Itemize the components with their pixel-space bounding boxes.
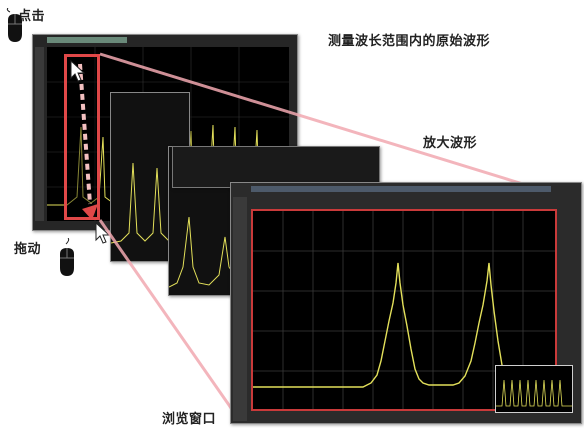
click-label: 点击 <box>18 9 46 24</box>
mouse-click-icon <box>6 8 22 42</box>
overview-window[interactable] <box>495 365 573 413</box>
arrow-cursor-icon <box>70 60 86 82</box>
zoom-waveform-svg <box>253 211 555 409</box>
arrow-cursor-icon <box>95 222 111 244</box>
zoom-waveform-screen <box>230 182 582 424</box>
drag-selection-box[interactable] <box>64 54 100 220</box>
original-waveform-label: 测量波长范围内的原始波形 <box>328 34 491 49</box>
zoom-waveform-label: 放大波形 <box>423 136 478 151</box>
drag-arrow <box>78 63 98 220</box>
drag-label: 拖动 <box>14 242 42 257</box>
overview-trace <box>496 379 572 407</box>
overview-window-label: 浏览窗口 <box>162 412 217 427</box>
mouse-drag-icon <box>60 238 74 276</box>
zoom-trace <box>253 262 524 388</box>
